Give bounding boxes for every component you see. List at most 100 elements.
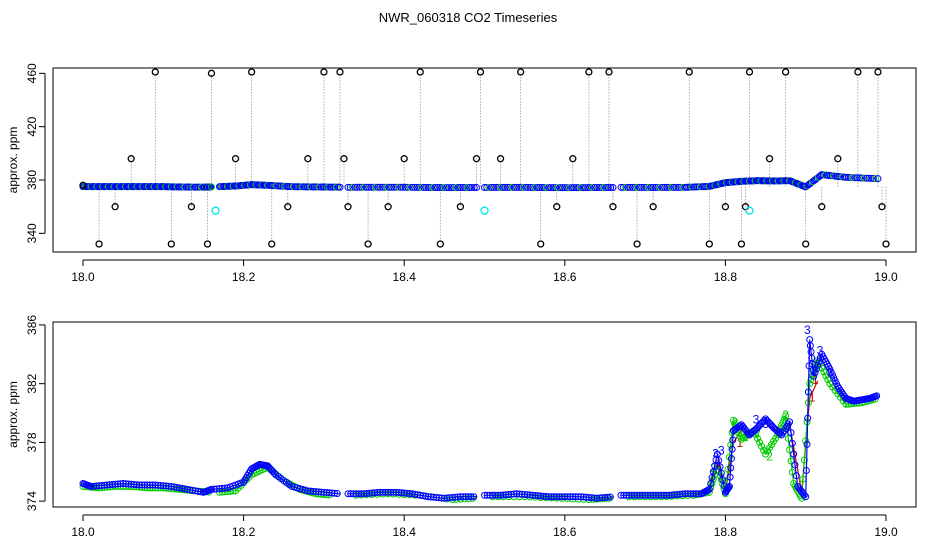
series-point-3 (135, 481, 143, 489)
series-point-3 (90, 482, 98, 490)
data-point (559, 184, 567, 192)
series-point-3 (598, 494, 606, 502)
outlier-point (336, 68, 344, 76)
outlier-point (553, 203, 561, 211)
series-marker-label-3: 3 (826, 366, 833, 380)
series-line-3 (621, 339, 879, 499)
y-tick-label: 374 (25, 491, 39, 511)
series-point-3 (373, 489, 381, 497)
x-tick-label: 18.6 (553, 270, 577, 284)
outlier-point (781, 68, 790, 76)
series-point-2 (824, 376, 832, 384)
data-point (851, 174, 859, 182)
series-point-3 (724, 484, 732, 492)
series-point-3 (395, 489, 403, 497)
outlier-point (320, 68, 328, 76)
data-point (447, 184, 455, 192)
series-point-3 (181, 485, 189, 493)
outlier-point (400, 155, 408, 163)
x-tick-label: 18.4 (393, 270, 417, 284)
series-point-3 (349, 490, 357, 498)
data-point (394, 183, 402, 191)
x-tick-label: 19.0 (874, 270, 898, 284)
series-point-3 (309, 487, 317, 495)
series-point-3 (657, 491, 665, 499)
data-point (595, 184, 603, 192)
data-point (533, 184, 541, 192)
outlier-point (818, 203, 826, 211)
data-point (575, 184, 583, 192)
series-point-3 (138, 481, 146, 489)
series-point-3 (307, 487, 315, 495)
data-point (431, 184, 439, 192)
series-marker-label-3: 3 (762, 417, 769, 431)
series-point-3 (207, 485, 215, 493)
series-point-3 (357, 490, 365, 498)
series-point-3 (459, 493, 467, 501)
series-point-3 (617, 491, 625, 499)
series-point-3 (481, 491, 488, 499)
outlier-point (737, 240, 746, 248)
series-point-3 (630, 491, 638, 499)
data-point (547, 184, 555, 192)
outlier-point (721, 203, 730, 211)
series-point-3 (149, 481, 157, 489)
outlier-point (340, 155, 348, 163)
series-point-3 (133, 481, 141, 489)
data-point (572, 184, 580, 192)
series-point-3 (802, 493, 810, 501)
series-point-3 (111, 480, 119, 488)
data-point (633, 183, 641, 191)
series-point-3 (95, 482, 103, 490)
data-point (404, 183, 412, 191)
series-point-3 (400, 489, 408, 497)
series-point-3 (588, 494, 596, 502)
series-point-3 (553, 493, 561, 501)
series-point-3 (130, 480, 138, 488)
data-point (667, 183, 675, 191)
data-point (549, 184, 557, 192)
outlier-point (878, 203, 886, 211)
data-point (392, 183, 400, 191)
data-point (862, 174, 870, 182)
series-marker-label-1: 1 (737, 436, 744, 450)
series-point-2 (725, 453, 733, 461)
series-point-3 (451, 493, 459, 501)
series-point-2 (605, 494, 613, 502)
data-point (645, 183, 653, 191)
y-tick-label: 378 (25, 432, 39, 452)
data-point (422, 183, 430, 191)
flagged-point (480, 206, 489, 215)
data-point (349, 183, 357, 191)
series-point-2 (820, 368, 828, 376)
series-point-3 (191, 487, 199, 495)
series-marker-label-2: 2 (710, 461, 717, 475)
series-point-3 (403, 489, 411, 497)
series-point-3 (713, 450, 721, 458)
series-marker-label-2: 2 (732, 415, 739, 429)
data-point (490, 183, 498, 191)
series-marker-label-3: 3 (718, 443, 725, 457)
data-point (647, 183, 655, 191)
data-point (445, 184, 453, 192)
data-point (383, 183, 391, 191)
series-point-3 (365, 489, 373, 497)
series-point-3 (660, 491, 668, 499)
data-point (570, 184, 578, 192)
series-point-3 (165, 482, 173, 490)
series-point-3 (167, 482, 175, 490)
series-point-3 (438, 494, 446, 502)
series-point-3 (127, 480, 135, 488)
data-point (531, 183, 539, 191)
series-point-3 (162, 482, 170, 490)
outlier-point (79, 181, 87, 189)
series-point-3 (173, 483, 181, 491)
data-point (388, 183, 396, 191)
data-point (390, 183, 398, 191)
data-point (631, 183, 639, 191)
series-point-3 (159, 482, 167, 490)
x-tick-label: 19.0 (874, 525, 898, 539)
data-point (658, 183, 666, 191)
series-point-3 (368, 489, 376, 497)
x-tick-label: 18.4 (393, 525, 417, 539)
